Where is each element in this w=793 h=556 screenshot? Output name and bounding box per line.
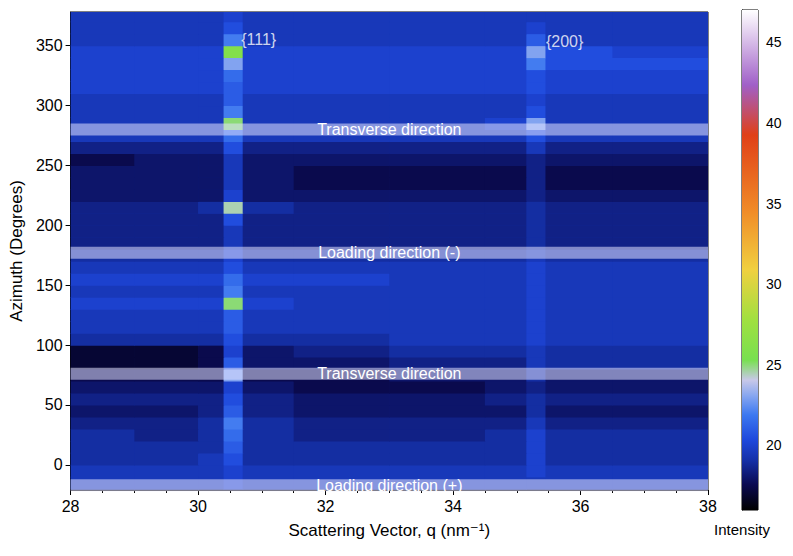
svg-text:32: 32 (317, 498, 335, 515)
svg-text:Scattering Vector, q (nm⁻¹): Scattering Vector, q (nm⁻¹) (288, 521, 490, 540)
svg-text:150: 150 (36, 277, 63, 294)
svg-text:100: 100 (36, 337, 63, 354)
svg-text:40: 40 (766, 115, 782, 131)
svg-text:Transverse direction: Transverse direction (317, 121, 461, 138)
svg-text:350: 350 (36, 37, 63, 54)
svg-text:36: 36 (572, 498, 590, 515)
svg-text:35: 35 (766, 196, 782, 212)
svg-text:300: 300 (36, 97, 63, 114)
svg-text:38: 38 (699, 498, 717, 515)
svg-text:{111}: {111} (241, 31, 277, 48)
svg-text:Intensity: Intensity (714, 521, 770, 538)
svg-text:250: 250 (36, 157, 63, 174)
svg-text:Loading direction (-): Loading direction (-) (318, 244, 460, 261)
svg-text:{200}: {200} (546, 33, 584, 50)
svg-text:30: 30 (766, 276, 782, 292)
svg-text:34: 34 (444, 498, 462, 515)
svg-text:25: 25 (766, 357, 782, 373)
svg-text:Loading direction (+): Loading direction (+) (316, 477, 462, 494)
svg-text:Transverse direction: Transverse direction (317, 365, 461, 382)
svg-text:200: 200 (36, 217, 63, 234)
svg-text:28: 28 (62, 498, 80, 515)
svg-text:30: 30 (189, 498, 207, 515)
svg-text:20: 20 (766, 437, 782, 453)
svg-text:0: 0 (54, 456, 63, 473)
svg-text:45: 45 (766, 34, 782, 50)
svg-text:Azimuth (Degrees): Azimuth (Degrees) (7, 180, 26, 322)
svg-text:50: 50 (45, 396, 63, 413)
